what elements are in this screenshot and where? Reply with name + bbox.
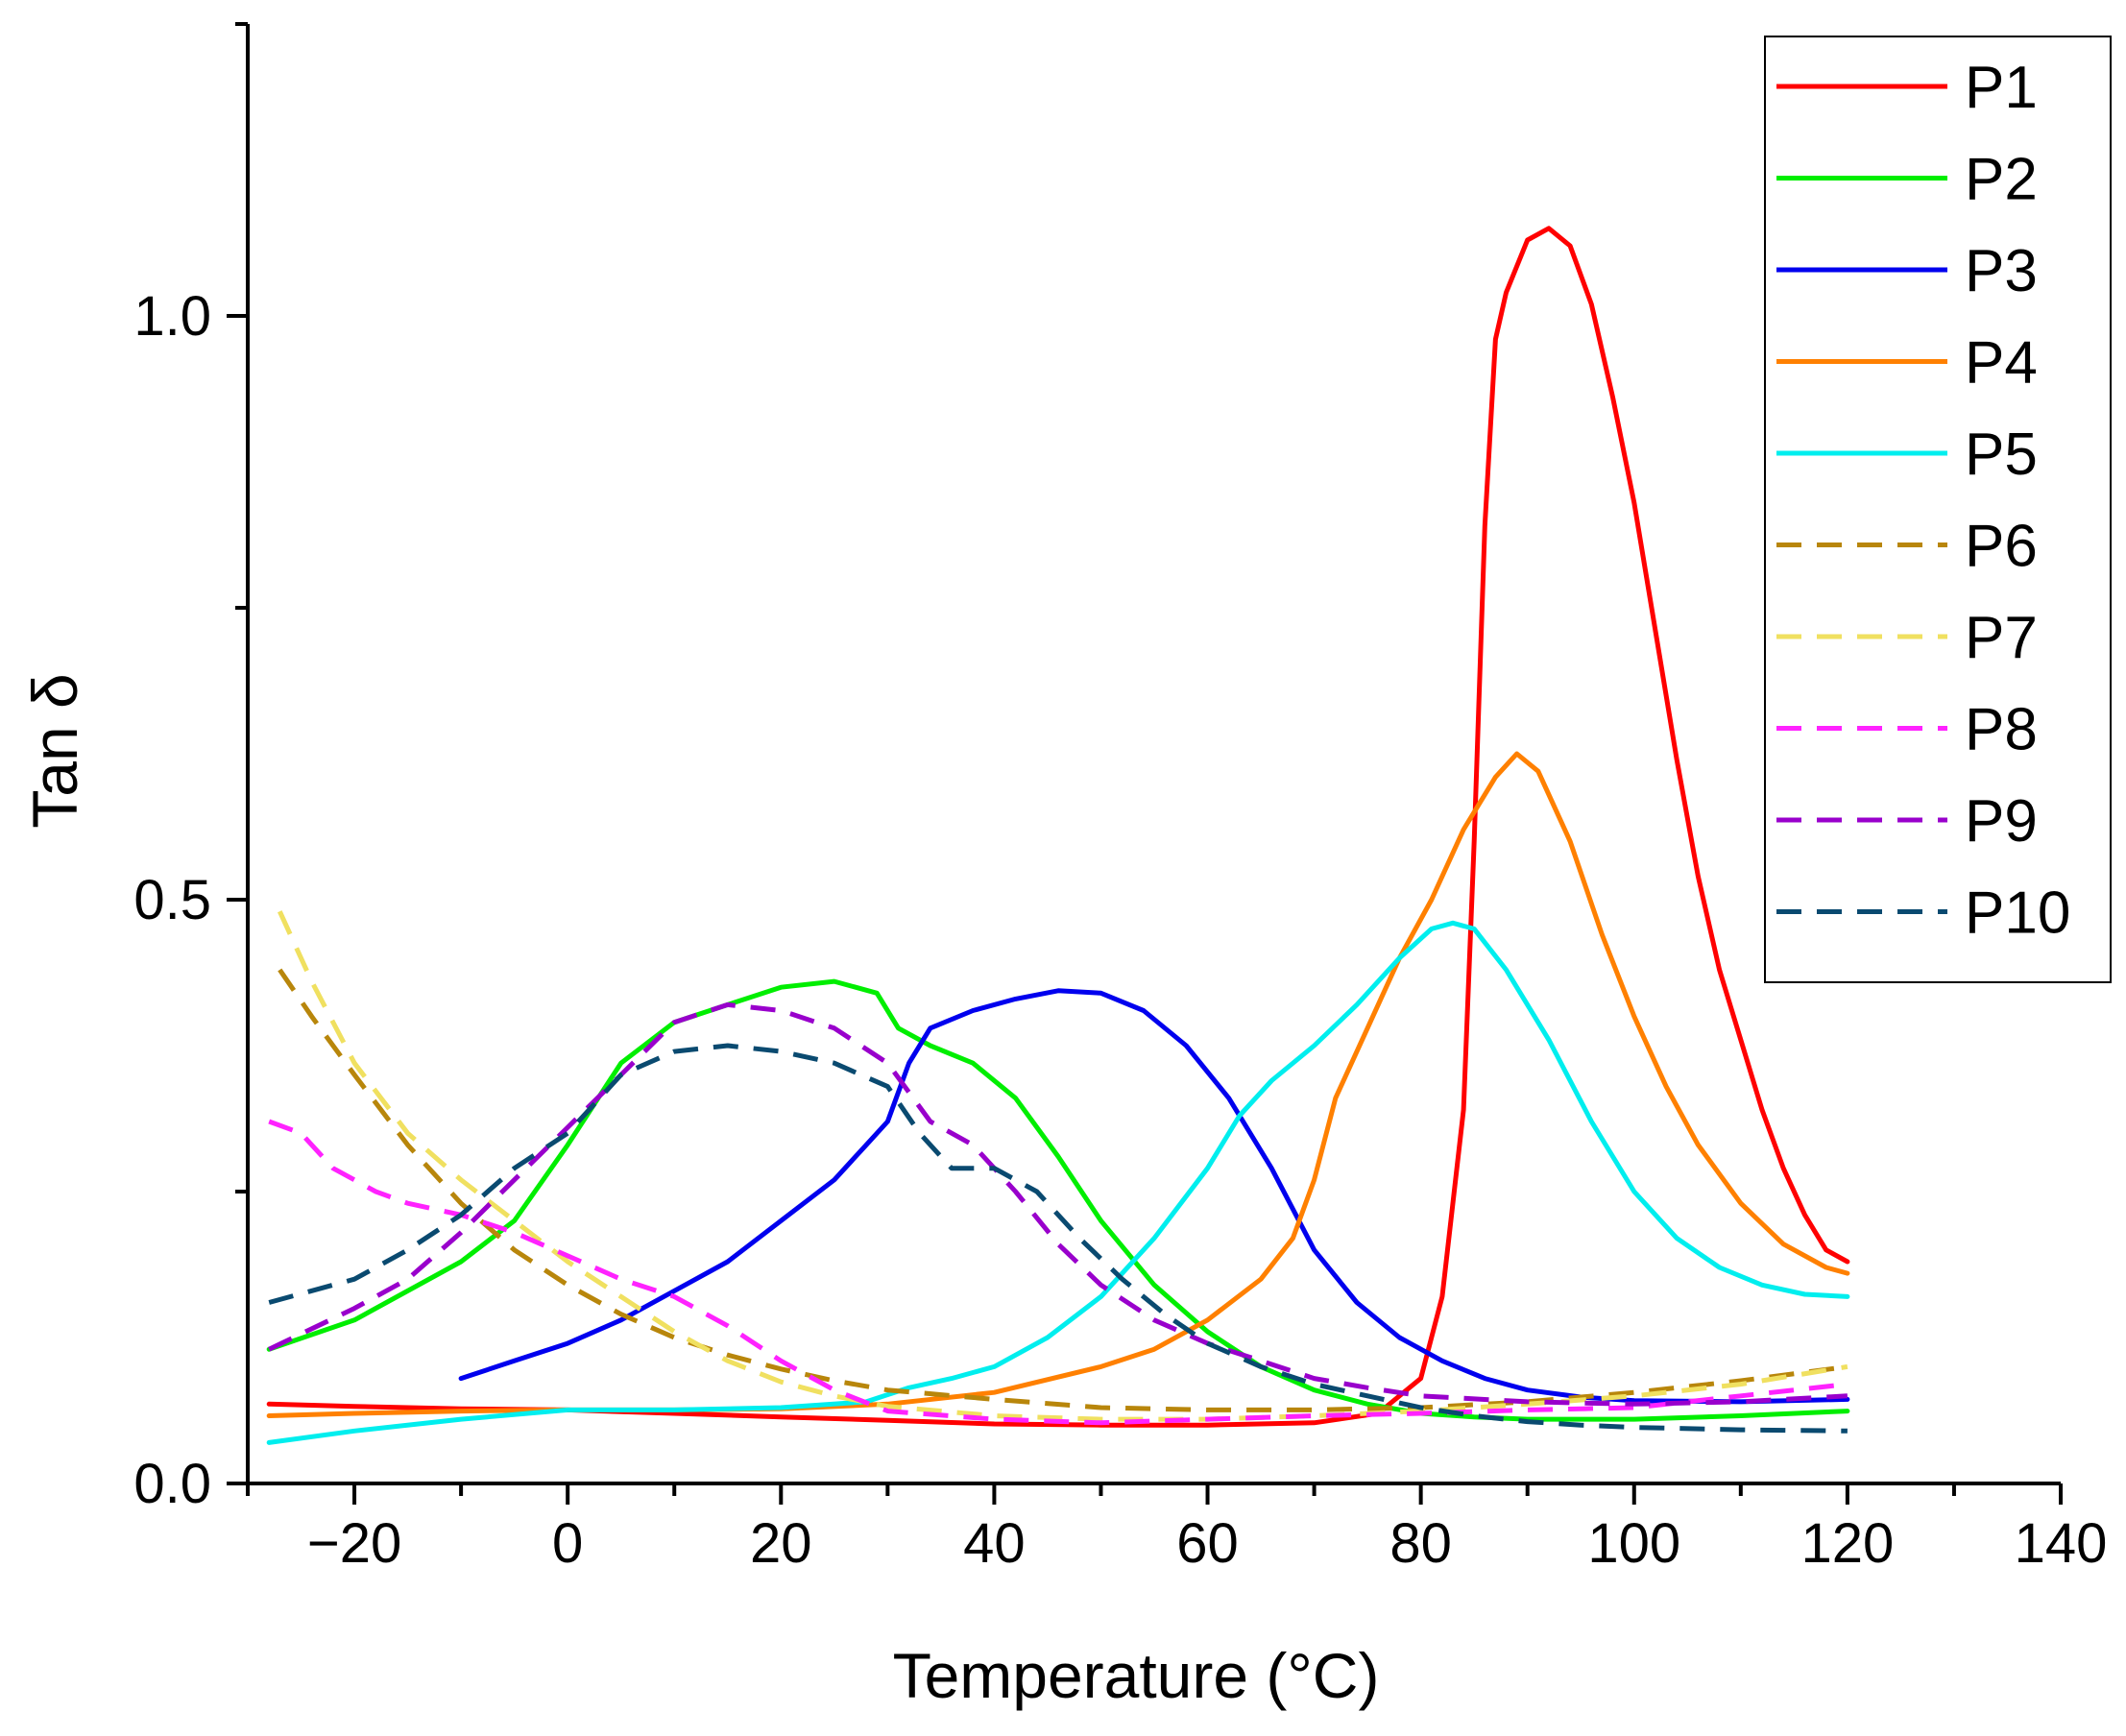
series-line-p1 xyxy=(266,226,1850,1428)
x-tick-label: 60 xyxy=(1176,1512,1239,1575)
series-line-p7 xyxy=(278,910,1848,1422)
series-line-p4 xyxy=(266,751,1850,1418)
legend-label-p8: P8 xyxy=(1965,697,2038,763)
series-line-p3 xyxy=(458,988,1850,1405)
legend-label-p5: P5 xyxy=(1965,422,2038,488)
legend-box xyxy=(1764,36,2112,983)
legend-label-p4: P4 xyxy=(1965,330,2038,397)
legend-label-p1: P1 xyxy=(1965,55,2038,121)
legend-label-p9: P9 xyxy=(1965,788,2038,855)
series-line-p10 xyxy=(268,1043,1848,1434)
x-axis-title: Temperature (°C) xyxy=(893,1640,1380,1711)
x-tick-label: −20 xyxy=(307,1512,401,1575)
y-tick-label: 0.0 xyxy=(133,1453,211,1515)
legend-label-p10: P10 xyxy=(1965,880,2070,947)
y-tick-label: 1.0 xyxy=(133,285,211,348)
legend-label-p7: P7 xyxy=(1965,605,2038,671)
legend: P1 P2 P3 P4 P5 P6 P7 P8 P9 P10 xyxy=(1764,36,2112,983)
y-axis-title: Tan δ xyxy=(19,673,90,829)
series-line-p5 xyxy=(266,920,1850,1445)
legend-label-p6: P6 xyxy=(1965,514,2038,580)
series-line-p9 xyxy=(268,1001,1848,1407)
legend-label-p3: P3 xyxy=(1965,238,2038,304)
x-tick-label: 120 xyxy=(1800,1512,1894,1575)
y-tick-label: 0.5 xyxy=(133,869,211,931)
legend-label-p2: P2 xyxy=(1965,147,2038,213)
x-tick-label: 0 xyxy=(552,1512,583,1575)
series-line-p6 xyxy=(278,968,1848,1412)
x-tick-label: 100 xyxy=(1587,1512,1680,1575)
axes: −20 0 20 40 60 80 100 120 140 0.0 0.5 1.0 xyxy=(133,22,2108,1575)
x-tick-label: 40 xyxy=(963,1512,1026,1575)
series-line-p2 xyxy=(266,978,1850,1422)
x-tick-label: 140 xyxy=(2015,1512,2108,1575)
x-tick-label: 80 xyxy=(1389,1512,1452,1575)
plot-lines xyxy=(266,226,1850,1445)
x-tick-label: 20 xyxy=(750,1512,812,1575)
